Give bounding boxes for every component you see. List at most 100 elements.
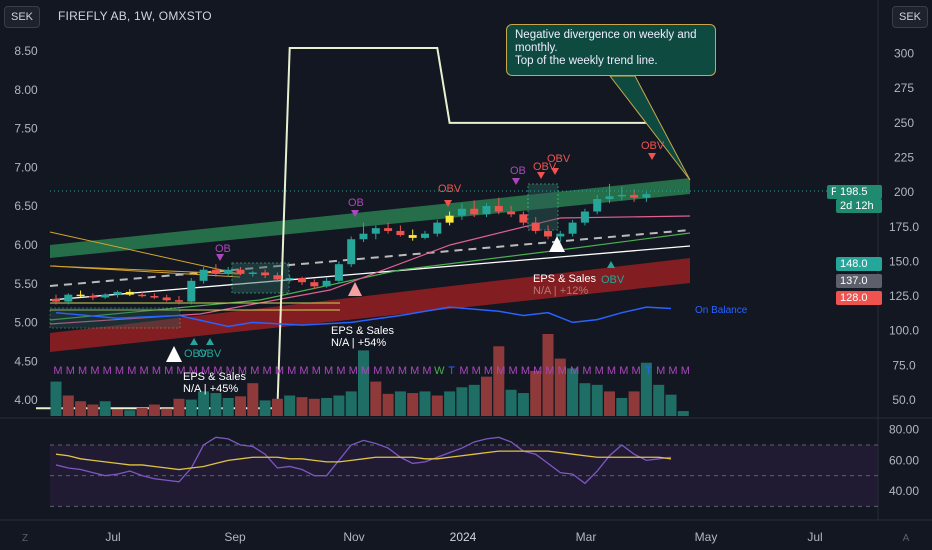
y-left-tick: 4.00	[14, 393, 38, 407]
candle-body	[113, 291, 122, 295]
candle-body	[347, 239, 356, 265]
marker-letter: M	[582, 365, 591, 377]
marker-letter: M	[287, 365, 296, 377]
on-balance-line	[55, 306, 672, 328]
last-price-label: 198.5	[836, 185, 882, 199]
candle-body	[101, 294, 110, 298]
volume-bar	[370, 381, 382, 416]
marker-letter: M	[484, 365, 493, 377]
white-trendline	[49, 245, 691, 301]
marker-letter: M	[238, 365, 247, 377]
orange-fan-lines	[49, 231, 241, 278]
y-right-tick: 225	[894, 150, 914, 164]
y-right-tick: 250	[894, 116, 914, 130]
volume-bar	[136, 407, 148, 416]
rsi-tick: 40.00	[889, 484, 919, 498]
rsi-tick: 80.00	[889, 423, 919, 437]
marker-letter: M	[189, 365, 198, 377]
marker-letter: M	[361, 365, 370, 377]
candle-body	[642, 194, 651, 198]
volume-bar	[173, 398, 185, 416]
candle-body	[224, 269, 233, 274]
eps-label-2-title: EPS & Sales	[331, 325, 394, 337]
eps-label-3-detail: N/A | +12%	[533, 285, 589, 297]
y-right-tick: 125.0	[889, 289, 919, 303]
marker-letter: M	[422, 365, 431, 377]
marker-letter: T	[645, 365, 652, 377]
candle-body	[125, 291, 134, 295]
currency-button-right[interactable]: SEK	[891, 6, 928, 28]
volume-bar	[665, 394, 677, 416]
marker-letter: M	[324, 365, 333, 377]
candle-body	[384, 228, 393, 231]
volume-bar	[628, 391, 640, 416]
volume-bar	[271, 398, 283, 416]
volume-bar	[407, 393, 419, 416]
green-ma	[49, 232, 691, 321]
candle-body	[199, 269, 208, 281]
marker-letter: M	[275, 365, 284, 377]
side-label-148: 148.0	[836, 257, 882, 271]
x-tick-label: May	[695, 530, 718, 544]
candle-body	[593, 199, 602, 212]
obv-bottom-label-2: OBV	[198, 348, 222, 360]
marker-letter: M	[410, 365, 419, 377]
marker-letter: M	[681, 365, 690, 377]
trend-channel-green	[50, 178, 690, 258]
candle-body	[162, 297, 171, 301]
marker-letter: M	[533, 365, 542, 377]
obv-up-triangle	[190, 338, 198, 345]
volume-bar	[554, 358, 566, 416]
volume-bar	[345, 391, 357, 416]
ob-label-3: OB	[510, 165, 526, 177]
candle-body	[396, 230, 405, 236]
volume-bar	[481, 376, 492, 416]
callout-pointer	[608, 75, 691, 181]
candle-body	[421, 233, 429, 238]
obv-top-label-3: OBV	[547, 153, 571, 165]
eps-label-1-detail: N/A | +45%	[183, 383, 239, 395]
volume-bar	[542, 334, 554, 416]
dashed-midline	[49, 229, 691, 287]
candle-body	[556, 233, 565, 237]
marker-letter: M	[250, 365, 259, 377]
y-left-tick: 8.50	[14, 44, 38, 58]
volume-bar	[124, 410, 136, 416]
candle-body	[76, 294, 85, 297]
volume-bar	[185, 399, 197, 416]
annotation-callout: Negative divergence on weekly and monthl…	[506, 24, 716, 76]
marker-letter: M	[472, 365, 481, 377]
obv-top-label-2: OBV	[533, 161, 557, 173]
y-left-tick: 7.50	[14, 122, 38, 136]
currency-button-left[interactable]: SEK	[4, 6, 41, 28]
y-right-tick: 75.0	[892, 358, 916, 372]
y-left-tick: 5.50	[14, 277, 38, 291]
y-right-tick: 200	[894, 185, 914, 199]
candle-body	[519, 214, 528, 223]
marker-letter: M	[312, 365, 321, 377]
y-left-tick: 6.00	[14, 238, 38, 252]
marker-letter: M	[521, 365, 530, 377]
y-right-tick: 300	[894, 47, 914, 61]
candle-body	[298, 278, 306, 283]
volume-bar	[198, 391, 210, 416]
y-right-tick: 100.0	[889, 324, 919, 338]
ob-label-1: OB	[215, 243, 231, 255]
candle-body	[138, 294, 147, 297]
obv-top-label-4: OBV	[641, 140, 665, 152]
marker-letter: M	[459, 365, 468, 377]
eps-label-2-detail: N/A | +54%	[331, 337, 387, 349]
marker-letter: M	[619, 365, 628, 377]
marker-letter: M	[164, 365, 173, 377]
candle-body	[470, 208, 479, 215]
y-left-tick: 4.50	[14, 354, 38, 368]
x-tick-label: Mar	[576, 530, 597, 544]
obv-bottom-label-3: OBV	[601, 274, 625, 286]
obv-up-triangle	[206, 338, 214, 345]
x-tick-label: Jul	[807, 530, 822, 544]
volume-bar	[235, 396, 246, 416]
marker-letter: M	[668, 365, 677, 377]
volume-bar	[567, 368, 579, 416]
volume-bar	[493, 346, 505, 416]
